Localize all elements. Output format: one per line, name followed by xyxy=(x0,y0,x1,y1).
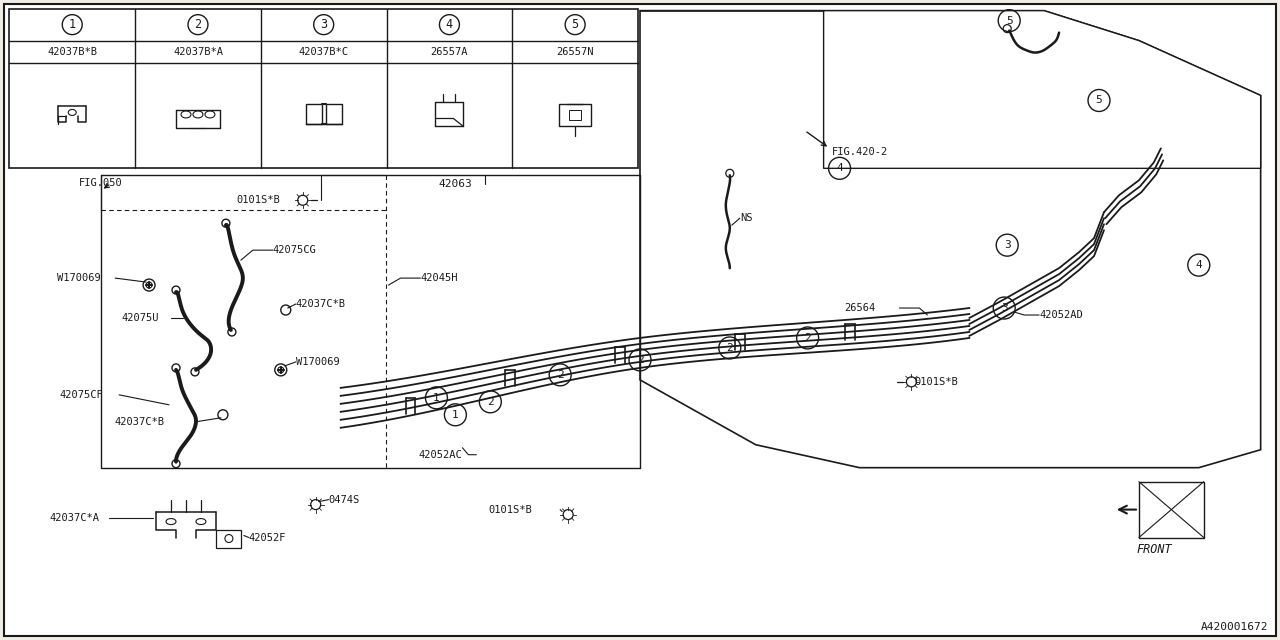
Text: 3: 3 xyxy=(1001,303,1007,313)
FancyBboxPatch shape xyxy=(9,9,637,168)
Bar xyxy=(559,104,591,127)
Text: 2: 2 xyxy=(636,355,644,365)
Text: 1: 1 xyxy=(452,410,458,420)
Text: 0474S: 0474S xyxy=(329,495,360,504)
Text: 2: 2 xyxy=(195,18,201,31)
Polygon shape xyxy=(640,11,1261,468)
Text: 0101S*B: 0101S*B xyxy=(236,195,279,205)
Text: 42052AC: 42052AC xyxy=(419,450,462,460)
Text: 26557N: 26557N xyxy=(557,47,594,56)
Text: NS: NS xyxy=(740,213,753,223)
Text: 42045H: 42045H xyxy=(420,273,458,283)
Text: 42075CF: 42075CF xyxy=(59,390,102,400)
Text: 1: 1 xyxy=(433,393,440,403)
Bar xyxy=(570,111,581,120)
Text: 42037C*B: 42037C*B xyxy=(296,299,346,309)
Text: FIG.420-2: FIG.420-2 xyxy=(832,147,888,157)
Bar xyxy=(216,529,241,547)
Text: 42037B*A: 42037B*A xyxy=(173,47,223,56)
Text: 42037B*C: 42037B*C xyxy=(298,47,348,56)
Text: FRONT: FRONT xyxy=(1137,543,1171,556)
Text: 42052F: 42052F xyxy=(248,532,287,543)
Text: 3: 3 xyxy=(320,18,328,31)
Text: 4: 4 xyxy=(836,163,844,173)
Text: 42037C*A: 42037C*A xyxy=(50,513,100,523)
Text: 42063: 42063 xyxy=(439,179,472,189)
Polygon shape xyxy=(640,11,1261,168)
Text: 2: 2 xyxy=(486,397,494,407)
Text: 26557A: 26557A xyxy=(430,47,468,56)
FancyBboxPatch shape xyxy=(4,4,1276,636)
Text: 0101S*B: 0101S*B xyxy=(914,377,959,387)
Text: 42075U: 42075U xyxy=(122,313,159,323)
Polygon shape xyxy=(1139,482,1203,538)
Text: 2: 2 xyxy=(804,333,812,343)
Text: 1: 1 xyxy=(69,18,76,31)
Text: 0101S*B: 0101S*B xyxy=(489,504,532,515)
Text: FIG.050: FIG.050 xyxy=(79,179,123,188)
Text: W170069: W170069 xyxy=(58,273,101,283)
Text: 5: 5 xyxy=(1096,95,1102,106)
Text: 42052AD: 42052AD xyxy=(1039,310,1083,320)
Text: 42037C*B: 42037C*B xyxy=(114,417,164,427)
Text: 4: 4 xyxy=(1196,260,1202,270)
Text: 2: 2 xyxy=(557,370,563,380)
Text: 5: 5 xyxy=(572,18,579,31)
Text: W170069: W170069 xyxy=(296,357,339,367)
Text: 42037B*B: 42037B*B xyxy=(47,47,97,56)
Text: A420001672: A420001672 xyxy=(1201,622,1268,632)
Text: 4: 4 xyxy=(445,18,453,31)
Text: 42075CG: 42075CG xyxy=(273,245,316,255)
Text: 3: 3 xyxy=(1004,240,1011,250)
Text: 26564: 26564 xyxy=(845,303,876,313)
Text: 5: 5 xyxy=(1006,15,1012,26)
Text: 2: 2 xyxy=(727,343,733,353)
